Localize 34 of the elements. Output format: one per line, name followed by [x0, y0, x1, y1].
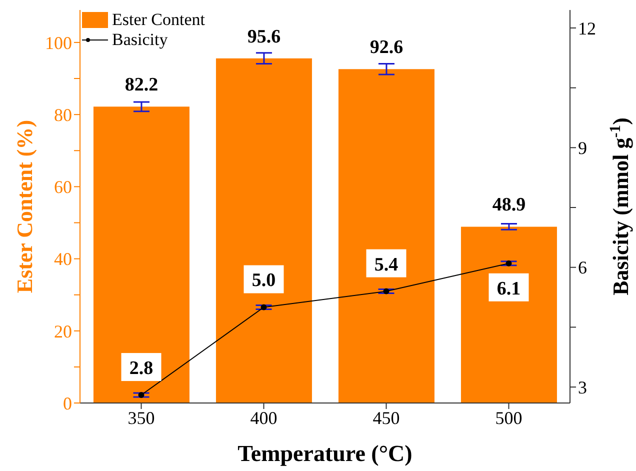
bar: [460, 226, 557, 403]
data-label: 95.6: [247, 26, 281, 48]
y2-tick-label: 9: [578, 138, 587, 158]
x-axis-title: Temperature (°C): [238, 441, 412, 466]
x-tick-label: 350: [128, 408, 155, 428]
y-tick-label: 0: [63, 393, 72, 414]
x-tick-label: 500: [495, 408, 522, 428]
y-tick-label: 60: [54, 177, 72, 198]
bar: [216, 58, 312, 403]
y2-tick-label: 12: [578, 18, 596, 38]
legend-label: Ester Content: [112, 10, 206, 30]
point: [260, 304, 267, 310]
data-label: 48.9: [492, 194, 526, 216]
data-label: 5.4: [374, 254, 399, 276]
point: [506, 260, 512, 266]
y-axis-title: Ester Content (%): [12, 120, 37, 294]
bar: [93, 106, 190, 403]
data-label: 82.2: [124, 74, 158, 96]
y2-tick-label: 3: [578, 377, 587, 398]
y2-tick-label: 6: [578, 258, 587, 278]
point: [383, 288, 390, 294]
y-tick-label: 40: [54, 249, 72, 270]
y-tick-label: 80: [54, 104, 72, 125]
data-label: 2.8: [129, 358, 154, 380]
x-tick-label: 400: [250, 408, 278, 428]
y-tick-label: 100: [45, 32, 72, 53]
legend-label: Basicity: [112, 30, 168, 50]
x-tick-label: 450: [372, 408, 400, 428]
data-label: 92.6: [370, 37, 404, 58]
y-tick-label: 20: [54, 321, 72, 342]
bar: [338, 69, 434, 403]
data-label: 6.1: [496, 278, 521, 300]
data-label: 5.0: [252, 270, 276, 292]
point: [138, 392, 144, 398]
